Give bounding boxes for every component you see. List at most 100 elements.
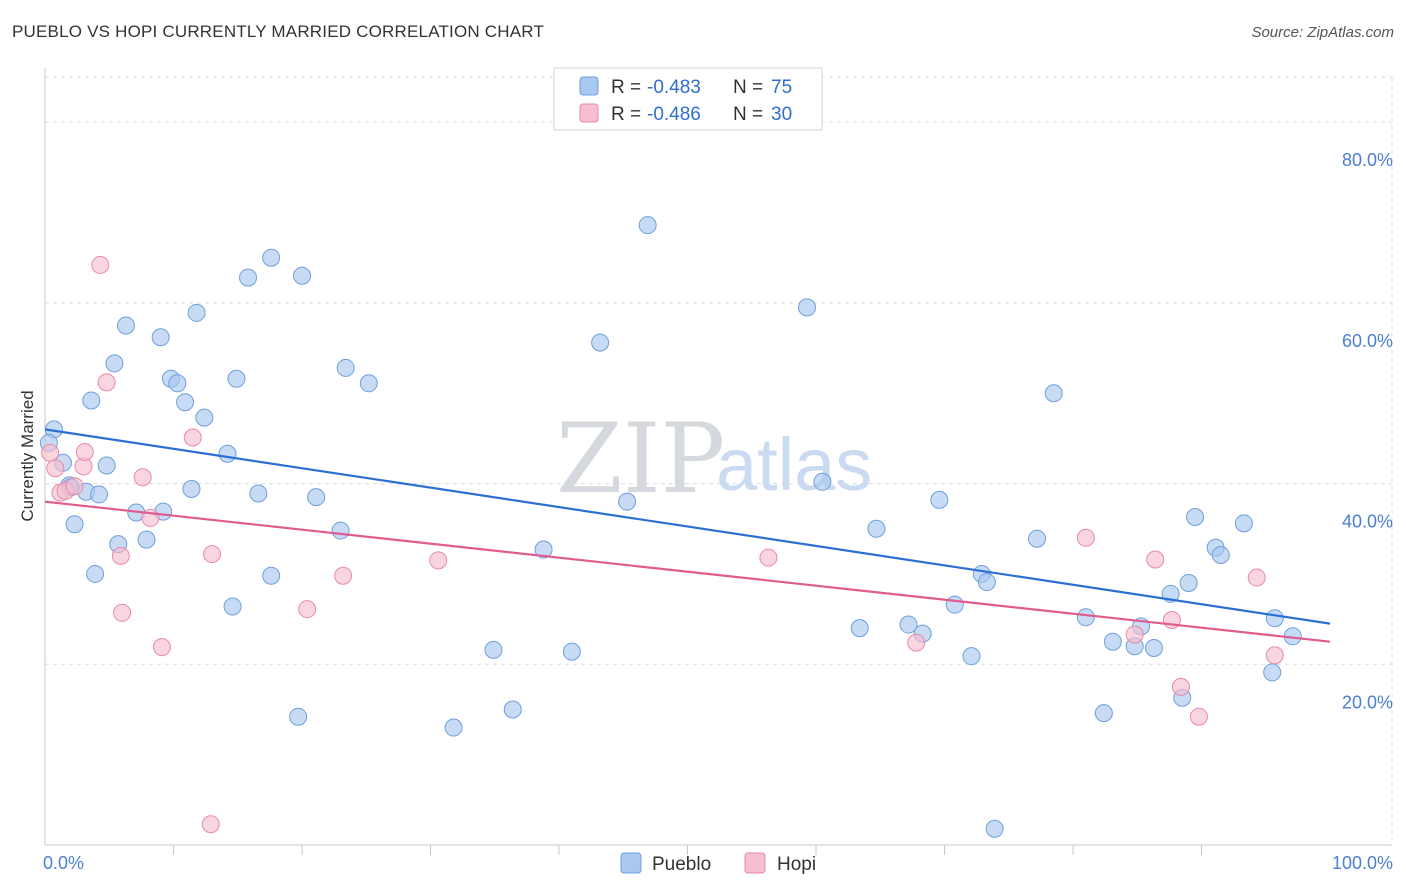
bottom-legend-label-pueblo: Pueblo [652,854,711,875]
pueblo-point [331,521,350,540]
hopi-point [41,443,60,462]
pueblo-point [239,268,258,287]
pueblo-point [985,819,1004,838]
bottom-legend-label-hopi: Hopi [777,854,816,875]
legend-n-value-hopi: 30 [771,104,792,125]
pueblo-point [151,328,170,347]
grid [45,76,1393,845]
hopi-point [334,566,353,585]
legend-n-label-hopi: N = [733,104,763,125]
y-tick-label: 40.0% [1342,512,1393,532]
pueblo-point [223,597,242,616]
hopi-point [298,600,317,619]
source-label: Source: ZipAtlas.com [1251,24,1394,41]
bottom-legend-swatch-pueblo [620,852,642,874]
pueblo-point [977,573,996,592]
pueblo-point [289,707,308,726]
chart-title: PUEBLO VS HOPI CURRENTLY MARRIED CORRELA… [12,22,545,41]
pueblo-point [899,615,918,634]
pueblo-point [930,490,949,509]
hopi-point [75,442,94,461]
hopi-point [1265,646,1284,665]
legend-swatch-pueblo [579,76,599,96]
legend-n-value-pueblo: 75 [771,77,792,98]
hopi-point [133,468,152,487]
pueblo-point [65,515,84,534]
pueblo-point [945,595,964,614]
y-tick-label: 80.0% [1342,150,1393,170]
pueblo-point [359,374,378,393]
hopi-point [759,548,778,567]
pueblo-point [1103,632,1122,651]
pueblo-point [89,485,108,504]
legend-n-label-pueblo: N = [733,77,763,98]
y-tick-label: 60.0% [1342,331,1393,351]
x-tick-label-min: 0.0% [43,853,84,873]
pueblo-point [962,647,981,666]
data-points [39,216,1302,838]
pueblo-point [1234,514,1253,533]
watermark-atlas: atlas [716,423,872,506]
y-tick-labels: 20.0% 40.0% 60.0% 80.0% [1342,150,1393,712]
y-tick-label: 20.0% [1342,692,1393,712]
hopi-point [1247,568,1266,587]
hopi-point [97,373,116,392]
legend-r-label-pueblo: R = [611,77,641,98]
pueblo-point [1044,384,1063,403]
pueblo-point [1179,573,1198,592]
legend-r-label-hopi: R = [611,104,641,125]
pueblo-point [1144,639,1163,658]
hopi-point [1171,677,1190,696]
pueblo-point [503,700,522,719]
pueblo-point [1094,704,1113,723]
pueblo-point [168,374,187,393]
hopi-point [201,815,220,834]
legend-r-value-pueblo: -0.483 [647,77,701,98]
pueblo-point [137,530,156,549]
pueblo-point [638,216,657,235]
pueblo-point [97,456,116,475]
x-tick-labels: 0.0% 100.0% [43,853,1393,873]
hopi-point [152,638,171,657]
pueblo-point [484,640,503,659]
pueblo-point [262,248,281,267]
hopi-point [91,255,110,274]
hopi-point [113,603,132,622]
hopi-point [183,428,202,447]
x-tick-label-max: 100.0% [1332,853,1393,873]
trend-lines [44,428,1331,643]
pueblo-point [86,564,105,583]
pueblo-point [813,472,832,491]
pueblo-point [307,488,326,507]
pueblo-point [182,480,201,499]
pueblo-point [187,303,206,322]
pueblo-point [591,333,610,352]
pueblo-point [1028,529,1047,548]
hopi-point [111,546,130,565]
hopi-point [1189,707,1208,726]
hopi-point [907,633,926,652]
pueblo-point [798,298,817,317]
legend-swatch-hopi [579,103,599,123]
pueblo-point [176,393,195,412]
pueblo-point [867,519,886,538]
pueblo-point [249,484,268,503]
watermark-zip: ZIP [556,403,725,515]
bottom-legend-swatch-hopi [744,852,766,874]
pueblo-point [218,444,237,463]
pueblo-point [336,358,355,377]
hopi-point [1146,550,1165,569]
hopi-point [1076,528,1095,547]
pueblo-trend-line [44,428,1331,625]
hopi-point [65,477,84,496]
pueblo-point [105,354,124,373]
hopi-trend-line [44,500,1331,643]
pueblo-point [444,718,463,737]
legend-box [553,67,823,131]
pueblo-point [227,369,246,388]
pueblo-point [1186,508,1205,527]
hopi-point [1125,625,1144,644]
hopi-point [429,551,448,570]
pueblo-point [534,540,553,559]
